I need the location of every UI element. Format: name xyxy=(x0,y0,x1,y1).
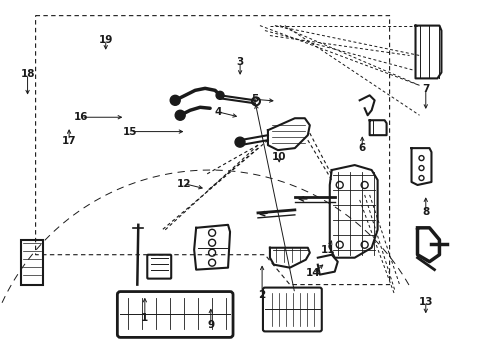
Circle shape xyxy=(175,110,185,120)
Text: 7: 7 xyxy=(422,84,429,94)
Circle shape xyxy=(235,137,245,147)
Text: 8: 8 xyxy=(422,207,429,217)
Text: 10: 10 xyxy=(272,152,287,162)
Text: 5: 5 xyxy=(251,94,258,104)
Text: 6: 6 xyxy=(359,143,366,153)
Text: 11: 11 xyxy=(321,245,335,255)
Text: 18: 18 xyxy=(20,69,35,79)
Text: 19: 19 xyxy=(98,35,113,45)
Circle shape xyxy=(170,95,180,105)
Text: 14: 14 xyxy=(306,268,321,278)
Text: 9: 9 xyxy=(207,320,214,330)
Text: 2: 2 xyxy=(259,290,266,300)
Text: 13: 13 xyxy=(418,297,433,307)
Text: 1: 1 xyxy=(141,313,148,323)
Text: 3: 3 xyxy=(237,57,244,67)
Text: 12: 12 xyxy=(177,179,191,189)
Text: 17: 17 xyxy=(62,136,76,145)
Bar xyxy=(21,240,43,285)
Text: 15: 15 xyxy=(123,127,137,136)
Text: 16: 16 xyxy=(74,112,89,122)
Circle shape xyxy=(216,91,224,99)
Text: 4: 4 xyxy=(215,107,222,117)
